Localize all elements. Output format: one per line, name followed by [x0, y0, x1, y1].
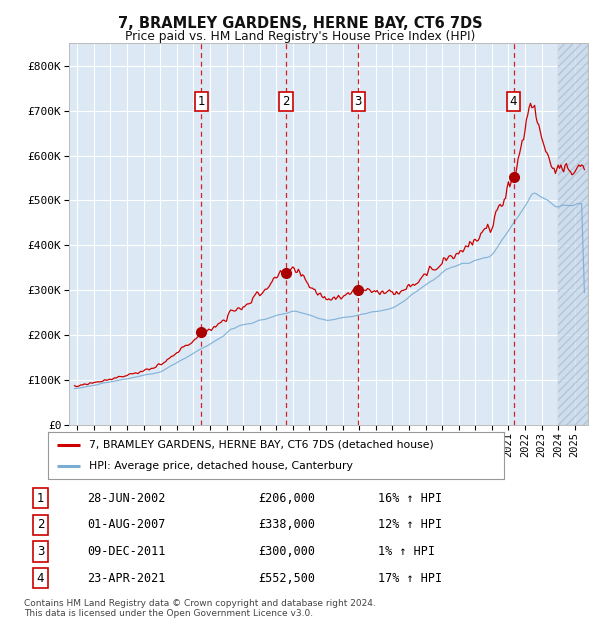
Text: Contains HM Land Registry data © Crown copyright and database right 2024.
This d: Contains HM Land Registry data © Crown c…	[24, 599, 376, 618]
Text: 3: 3	[355, 95, 362, 108]
Text: 09-DEC-2011: 09-DEC-2011	[87, 545, 166, 558]
Text: 1: 1	[198, 95, 205, 108]
Text: 1% ↑ HPI: 1% ↑ HPI	[378, 545, 435, 558]
Text: HPI: Average price, detached house, Canterbury: HPI: Average price, detached house, Cant…	[89, 461, 353, 471]
Text: 2: 2	[37, 518, 44, 531]
Text: 4: 4	[510, 95, 517, 108]
Text: £206,000: £206,000	[258, 492, 315, 505]
Text: 1: 1	[37, 492, 44, 505]
Text: 2: 2	[282, 95, 290, 108]
Text: 4: 4	[37, 572, 44, 585]
Text: 23-APR-2021: 23-APR-2021	[87, 572, 166, 585]
Text: 17% ↑ HPI: 17% ↑ HPI	[378, 572, 442, 585]
Bar	[558, 43, 588, 425]
Text: 7, BRAMLEY GARDENS, HERNE BAY, CT6 7DS (detached house): 7, BRAMLEY GARDENS, HERNE BAY, CT6 7DS (…	[89, 440, 434, 450]
Text: 16% ↑ HPI: 16% ↑ HPI	[378, 492, 442, 505]
Text: £552,500: £552,500	[258, 572, 315, 585]
Text: £300,000: £300,000	[258, 545, 315, 558]
Text: 28-JUN-2002: 28-JUN-2002	[87, 492, 166, 505]
Text: £338,000: £338,000	[258, 518, 315, 531]
Text: 01-AUG-2007: 01-AUG-2007	[87, 518, 166, 531]
Text: 3: 3	[37, 545, 44, 558]
Text: Price paid vs. HM Land Registry's House Price Index (HPI): Price paid vs. HM Land Registry's House …	[125, 30, 475, 43]
Text: 7, BRAMLEY GARDENS, HERNE BAY, CT6 7DS: 7, BRAMLEY GARDENS, HERNE BAY, CT6 7DS	[118, 16, 482, 31]
Text: 12% ↑ HPI: 12% ↑ HPI	[378, 518, 442, 531]
